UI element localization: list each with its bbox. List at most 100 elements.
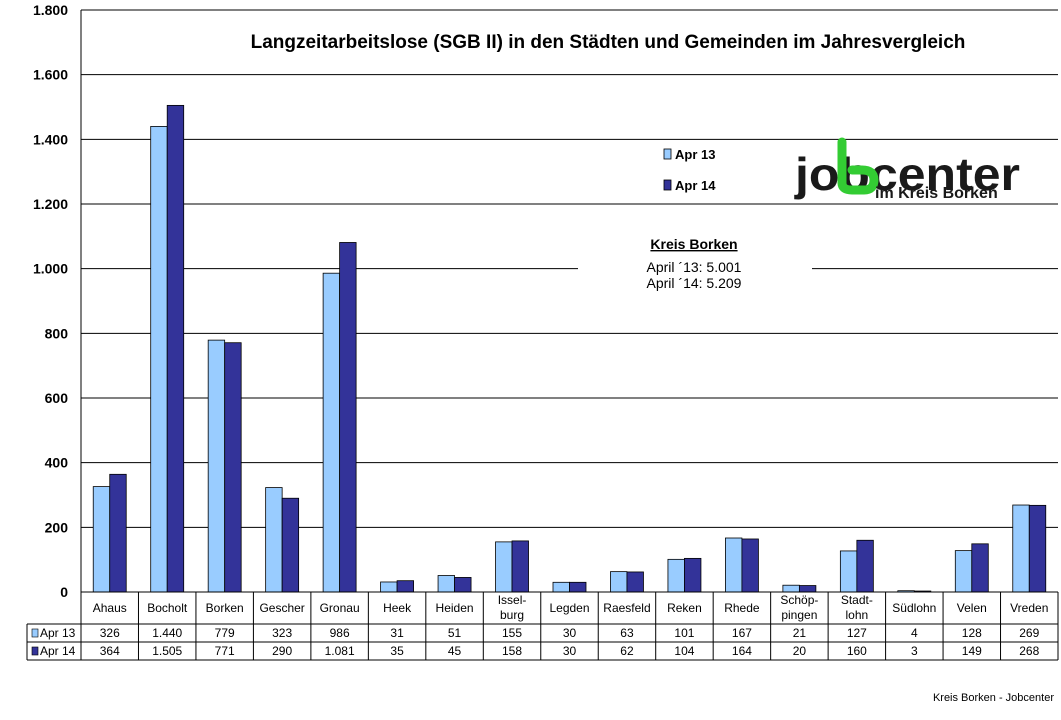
bar-apr13 (782, 584, 800, 593)
bar-apr14 (166, 104, 185, 593)
table-cell: 149 (962, 644, 982, 658)
table-cell: 45 (448, 644, 462, 658)
table-cell: 364 (100, 644, 120, 658)
table-series-label: Apr 14 (40, 644, 76, 658)
bar-apr13 (150, 126, 168, 593)
table-swatch (31, 646, 39, 656)
legend-label-apr13: Apr 13 (675, 147, 715, 162)
category-label: Vreden (1010, 601, 1048, 615)
category-label: burg (500, 608, 524, 622)
bar-apr14 (396, 580, 414, 593)
bar-apr14 (109, 473, 127, 593)
bar-apr14 (626, 571, 644, 593)
bar-apr13 (380, 581, 398, 593)
category-label: Issel- (498, 593, 527, 607)
y-tick-label: 800 (45, 325, 69, 341)
bar-apr14 (224, 342, 242, 593)
category-label: Borken (206, 601, 244, 615)
bar-apr14 (798, 585, 817, 593)
bar-apr13 (610, 571, 628, 593)
category-label: pingen (781, 608, 817, 622)
table-cell: 30 (563, 644, 577, 658)
table-cell: 1.505 (152, 644, 182, 658)
y-axis: 0 200 400 600 800 1.000 1.200 1.400 1.600 1.800 (33, 2, 82, 600)
bar-apr13 (437, 575, 455, 593)
y-tick-label: 200 (45, 519, 69, 535)
bar-apr14 (569, 581, 587, 593)
table-swatch (31, 628, 39, 638)
table-cell: 1.440 (152, 626, 182, 640)
y-tick-label: 1.600 (33, 67, 68, 83)
table-cell: 51 (448, 626, 462, 640)
chart-title: Langzeitarbeitslose (SGB II) in den Städ… (251, 32, 966, 53)
table-cell: 290 (272, 644, 292, 658)
y-tick-label: 1.000 (33, 261, 68, 277)
y-tick-label: 1.200 (33, 196, 68, 212)
table-cell: 323 (272, 626, 292, 640)
table-cell: 127 (847, 626, 867, 640)
bar-apr14 (1028, 504, 1047, 593)
category-label: lohn (846, 608, 869, 622)
bar-apr13 (92, 486, 111, 593)
y-tick-label: 400 (45, 455, 69, 471)
category-label: Schöp- (780, 593, 818, 607)
logo-green-b-icon (837, 137, 879, 195)
bar-apr14 (741, 538, 759, 593)
table-cell: 986 (330, 626, 350, 640)
bar-apr13 (839, 550, 858, 593)
category-label: Velen (957, 601, 987, 615)
gridlines (81, 9, 1058, 593)
footer-credit: Kreis Borken - Jobcenter (933, 692, 1054, 704)
table-cell: 101 (674, 626, 694, 640)
bar-apr13 (954, 550, 973, 593)
bar-apr13 (1012, 504, 1030, 593)
table-cell: 31 (390, 626, 404, 640)
kreis-borken-annotation: Kreis Borken April ´13: 5.001 April ´14:… (578, 232, 812, 294)
category-label: Gronau (320, 601, 360, 615)
bar-apr14 (511, 540, 529, 593)
table-cell: 167 (732, 626, 752, 640)
table-cell: 779 (215, 626, 235, 640)
category-label: Legden (549, 601, 589, 615)
table-cell: 35 (390, 644, 404, 658)
category-label: Heek (383, 601, 412, 615)
category-label: Raesfeld (603, 601, 650, 615)
y-tick-label: 600 (45, 390, 69, 406)
table-cell: 164 (732, 644, 752, 658)
data-table: Ahaus Bocholt Borken Gescher Gronau Heek Heide… (26, 591, 1059, 661)
bars (92, 104, 1047, 593)
category-label: Heiden (436, 601, 474, 615)
bar-apr13 (552, 581, 570, 593)
table-cell: 128 (962, 626, 982, 640)
table-cell: 158 (502, 644, 522, 658)
table-cell: 3 (911, 644, 918, 658)
category-label: Rhede (724, 601, 760, 615)
category-label: Stadt- (841, 593, 873, 607)
bar-apr14 (856, 539, 874, 593)
y-tick-label: 1.400 (33, 131, 68, 147)
bar-apr14 (454, 577, 472, 593)
category-label: Gescher (259, 601, 304, 615)
bar-apr13 (667, 558, 685, 593)
category-label: Südlohn (892, 601, 936, 615)
annotation-title: Kreis Borken (650, 236, 737, 252)
table-cell: 62 (620, 644, 634, 658)
table-cell: 20 (793, 644, 807, 658)
table-cell: 160 (847, 644, 867, 658)
bar-apr13 (495, 541, 513, 593)
table-cell: 1.081 (325, 644, 355, 658)
bar-apr14 (971, 543, 989, 593)
bar-apr13 (725, 537, 743, 593)
legend-swatch-apr13 (663, 148, 672, 160)
table-series-label: Apr 13 (40, 626, 76, 640)
category-label: Ahaus (93, 601, 127, 615)
annotation-line-2: April ´14: 5.209 (647, 275, 742, 291)
table-cell: 104 (674, 644, 694, 658)
bar-apr13 (207, 339, 226, 593)
jobcenter-logo: jobcenter im Kreis Borken (794, 137, 1020, 202)
bar-apr13 (322, 272, 341, 593)
table-cell: 155 (502, 626, 522, 640)
y-tick-label: 1.800 (33, 2, 68, 18)
table-cell: 269 (1019, 626, 1039, 640)
